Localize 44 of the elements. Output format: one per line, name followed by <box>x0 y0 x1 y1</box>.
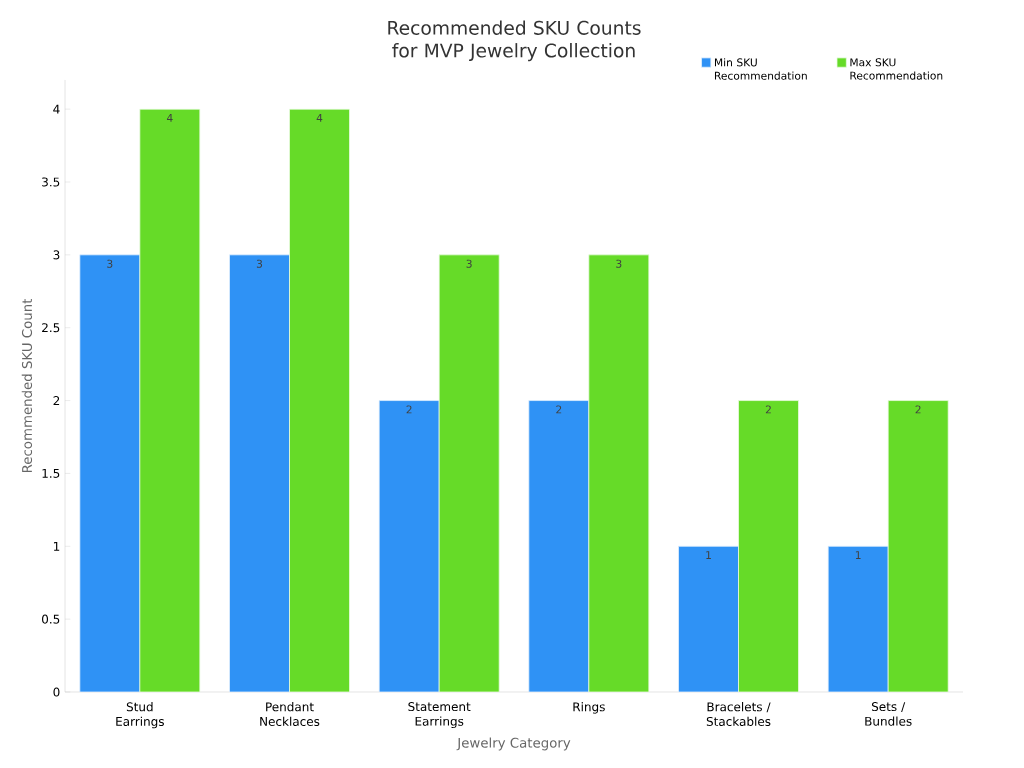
bar <box>438 254 500 692</box>
bar <box>738 400 799 692</box>
bar <box>827 545 889 692</box>
data-label: 2 <box>765 405 771 414</box>
y-tick-label: 1.5 <box>42 468 60 478</box>
y-tick-label: 3 <box>53 250 60 260</box>
x-tick-label: Sets / Bundles <box>865 702 912 726</box>
y-tick-label: 4 <box>53 104 60 114</box>
y-tick-label: 2.5 <box>42 323 60 333</box>
data-label: 3 <box>107 259 113 268</box>
legend-label: Max SKU Recommendation <box>850 58 943 80</box>
bar <box>678 545 739 692</box>
x-tick-label: Rings <box>573 702 605 714</box>
bar <box>229 254 290 692</box>
data-label: 2 <box>556 405 562 414</box>
y-tick-label: 2 <box>53 396 60 406</box>
data-label: 1 <box>706 551 711 559</box>
bar <box>887 400 949 692</box>
data-label: 3 <box>466 259 472 268</box>
data-label: 4 <box>166 113 173 122</box>
y-tick-label: 3.5 <box>42 177 60 187</box>
data-label: 2 <box>406 405 412 414</box>
bar <box>139 108 201 692</box>
data-label: 1 <box>855 551 861 559</box>
data-label: 4 <box>316 113 323 122</box>
x-tick-label: Stud Earrings <box>116 702 164 729</box>
bar <box>588 254 650 692</box>
y-tick-label: 0.5 <box>42 614 60 624</box>
x-tick-label: Statement Earrings <box>408 702 471 729</box>
x-axis-title: Jewelry Category <box>456 737 571 751</box>
y-tick-label: 0 <box>53 687 60 697</box>
bar <box>378 400 440 692</box>
bar <box>79 254 141 692</box>
data-label: 3 <box>616 259 622 268</box>
legend-label: Min SKU Recommendation <box>714 58 807 80</box>
chart-title: Recommended SKU Counts for MVP Jewelry Collection <box>388 20 641 62</box>
data-label: 2 <box>915 405 921 414</box>
x-tick-label: Bracelets / Stackables <box>706 702 771 726</box>
x-tick-label: Pendant Necklaces <box>260 702 320 726</box>
bar <box>289 108 350 692</box>
bar <box>528 400 590 692</box>
y-tick-label: 1 <box>53 541 60 551</box>
y-axis-title: Recommended SKU Count <box>21 298 33 473</box>
data-label: 3 <box>256 259 263 268</box>
